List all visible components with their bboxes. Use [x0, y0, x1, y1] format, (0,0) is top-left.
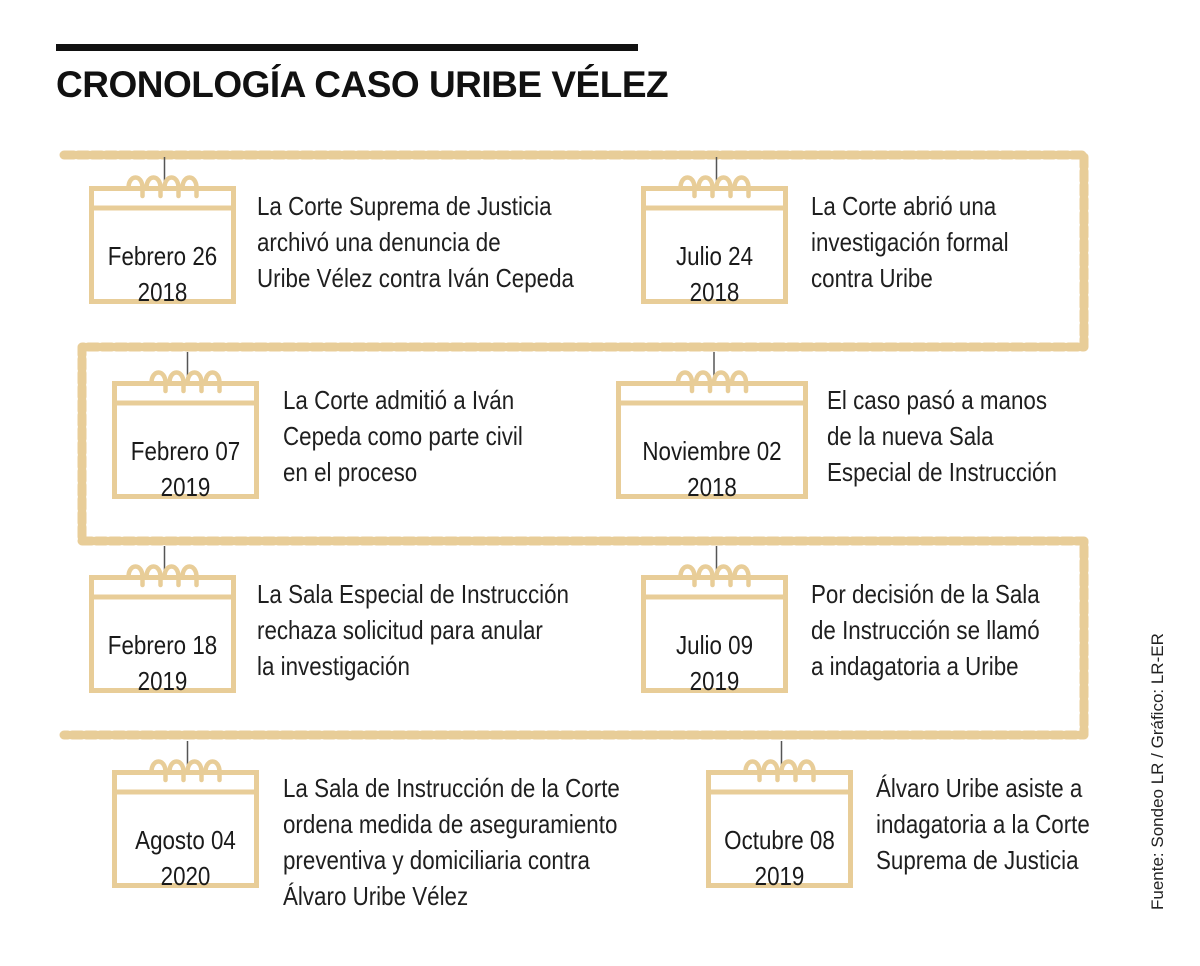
calendar-ring: [678, 175, 697, 199]
page-title: CRONOLOGÍA CASO URIBE VÉLEZ: [56, 64, 669, 105]
calendar-ring: [696, 564, 715, 588]
calendar-ring: [675, 370, 695, 394]
calendar-icon: Noviembre 02 2018: [616, 352, 808, 502]
calendar-icon: Agosto 04 2020: [112, 741, 259, 891]
calendar-ring: [144, 564, 163, 588]
event-description: Álvaro Uribe asiste a indagatoria a la Co…: [876, 773, 1090, 875]
calendar-ring: [203, 370, 222, 394]
calendar-ring: [678, 564, 697, 588]
calendar-ring: [149, 370, 168, 394]
calendar-ring: [167, 370, 186, 394]
calendar-icon: Febrero 18 2019: [89, 546, 236, 696]
calendar-icon: Febrero 26 2018: [89, 157, 236, 307]
event-date: Febrero 18 2019: [107, 630, 218, 696]
calendar-ring: [714, 564, 733, 588]
calendar-icon: Febrero 07 2019: [112, 352, 259, 502]
event-date: Febrero 26 2018: [107, 241, 218, 307]
calendar-ring: [180, 564, 199, 588]
calendar-ring: [203, 759, 222, 783]
calendar-ring: [185, 759, 204, 783]
calendar-ring: [732, 175, 751, 199]
calendar-ring: [761, 759, 780, 783]
calendar-ring: [696, 175, 715, 199]
calendar-ring: [732, 564, 751, 588]
calendar-ring: [144, 175, 163, 199]
event-date: Octubre 08 2019: [724, 825, 835, 891]
calendar-icon: Octubre 08 2019: [706, 741, 853, 891]
timeline-path-segment: [59, 150, 1089, 740]
calendar-ring: [711, 370, 731, 394]
calendar-ring: [126, 175, 145, 199]
event-description: Por decisión de la Sala de Instrucción se…: [811, 579, 1040, 681]
event-date: Julio 09 2019: [675, 630, 754, 696]
calendar-icon: Julio 09 2019: [641, 546, 788, 696]
event-description: La Corte abrió una investigación formal co…: [811, 191, 1009, 293]
calendar-ring: [714, 175, 733, 199]
event-date: Agosto 04 2020: [135, 825, 236, 891]
event-description: La Corte Suprema de Justicia archivó una …: [257, 191, 574, 293]
event-description: La Sala de Instrucción de la Corte ordena…: [283, 773, 620, 911]
calendar-ring: [693, 370, 713, 394]
calendar-ring: [162, 564, 181, 588]
calendar-ring: [162, 175, 181, 199]
event-description: La Sala Especial de Instrucción rechaza s…: [257, 579, 569, 681]
event-date: Noviembre 02 2018: [642, 436, 782, 502]
calendar-ring: [180, 175, 199, 199]
source-credit: Fuente: Sondeo LR / Gráfico: LR-ER: [1148, 633, 1167, 910]
event-description: El caso pasó a manos de la nueva Sala Espe…: [827, 385, 1057, 487]
calendar-ring: [729, 370, 749, 394]
event-date: Febrero 07 2019: [130, 436, 241, 502]
calendar-icon: Julio 24 2018: [641, 157, 788, 307]
calendar-ring: [779, 759, 798, 783]
calendar-ring: [149, 759, 168, 783]
calendar-ring: [126, 564, 145, 588]
calendar-ring: [797, 759, 816, 783]
calendar-ring: [743, 759, 762, 783]
title-rule: [56, 44, 638, 51]
event-date: Julio 24 2018: [675, 241, 754, 307]
calendar-ring: [185, 370, 204, 394]
calendar-ring: [167, 759, 186, 783]
event-description: La Corte admitió a Iván Cepeda como parte…: [283, 385, 523, 487]
